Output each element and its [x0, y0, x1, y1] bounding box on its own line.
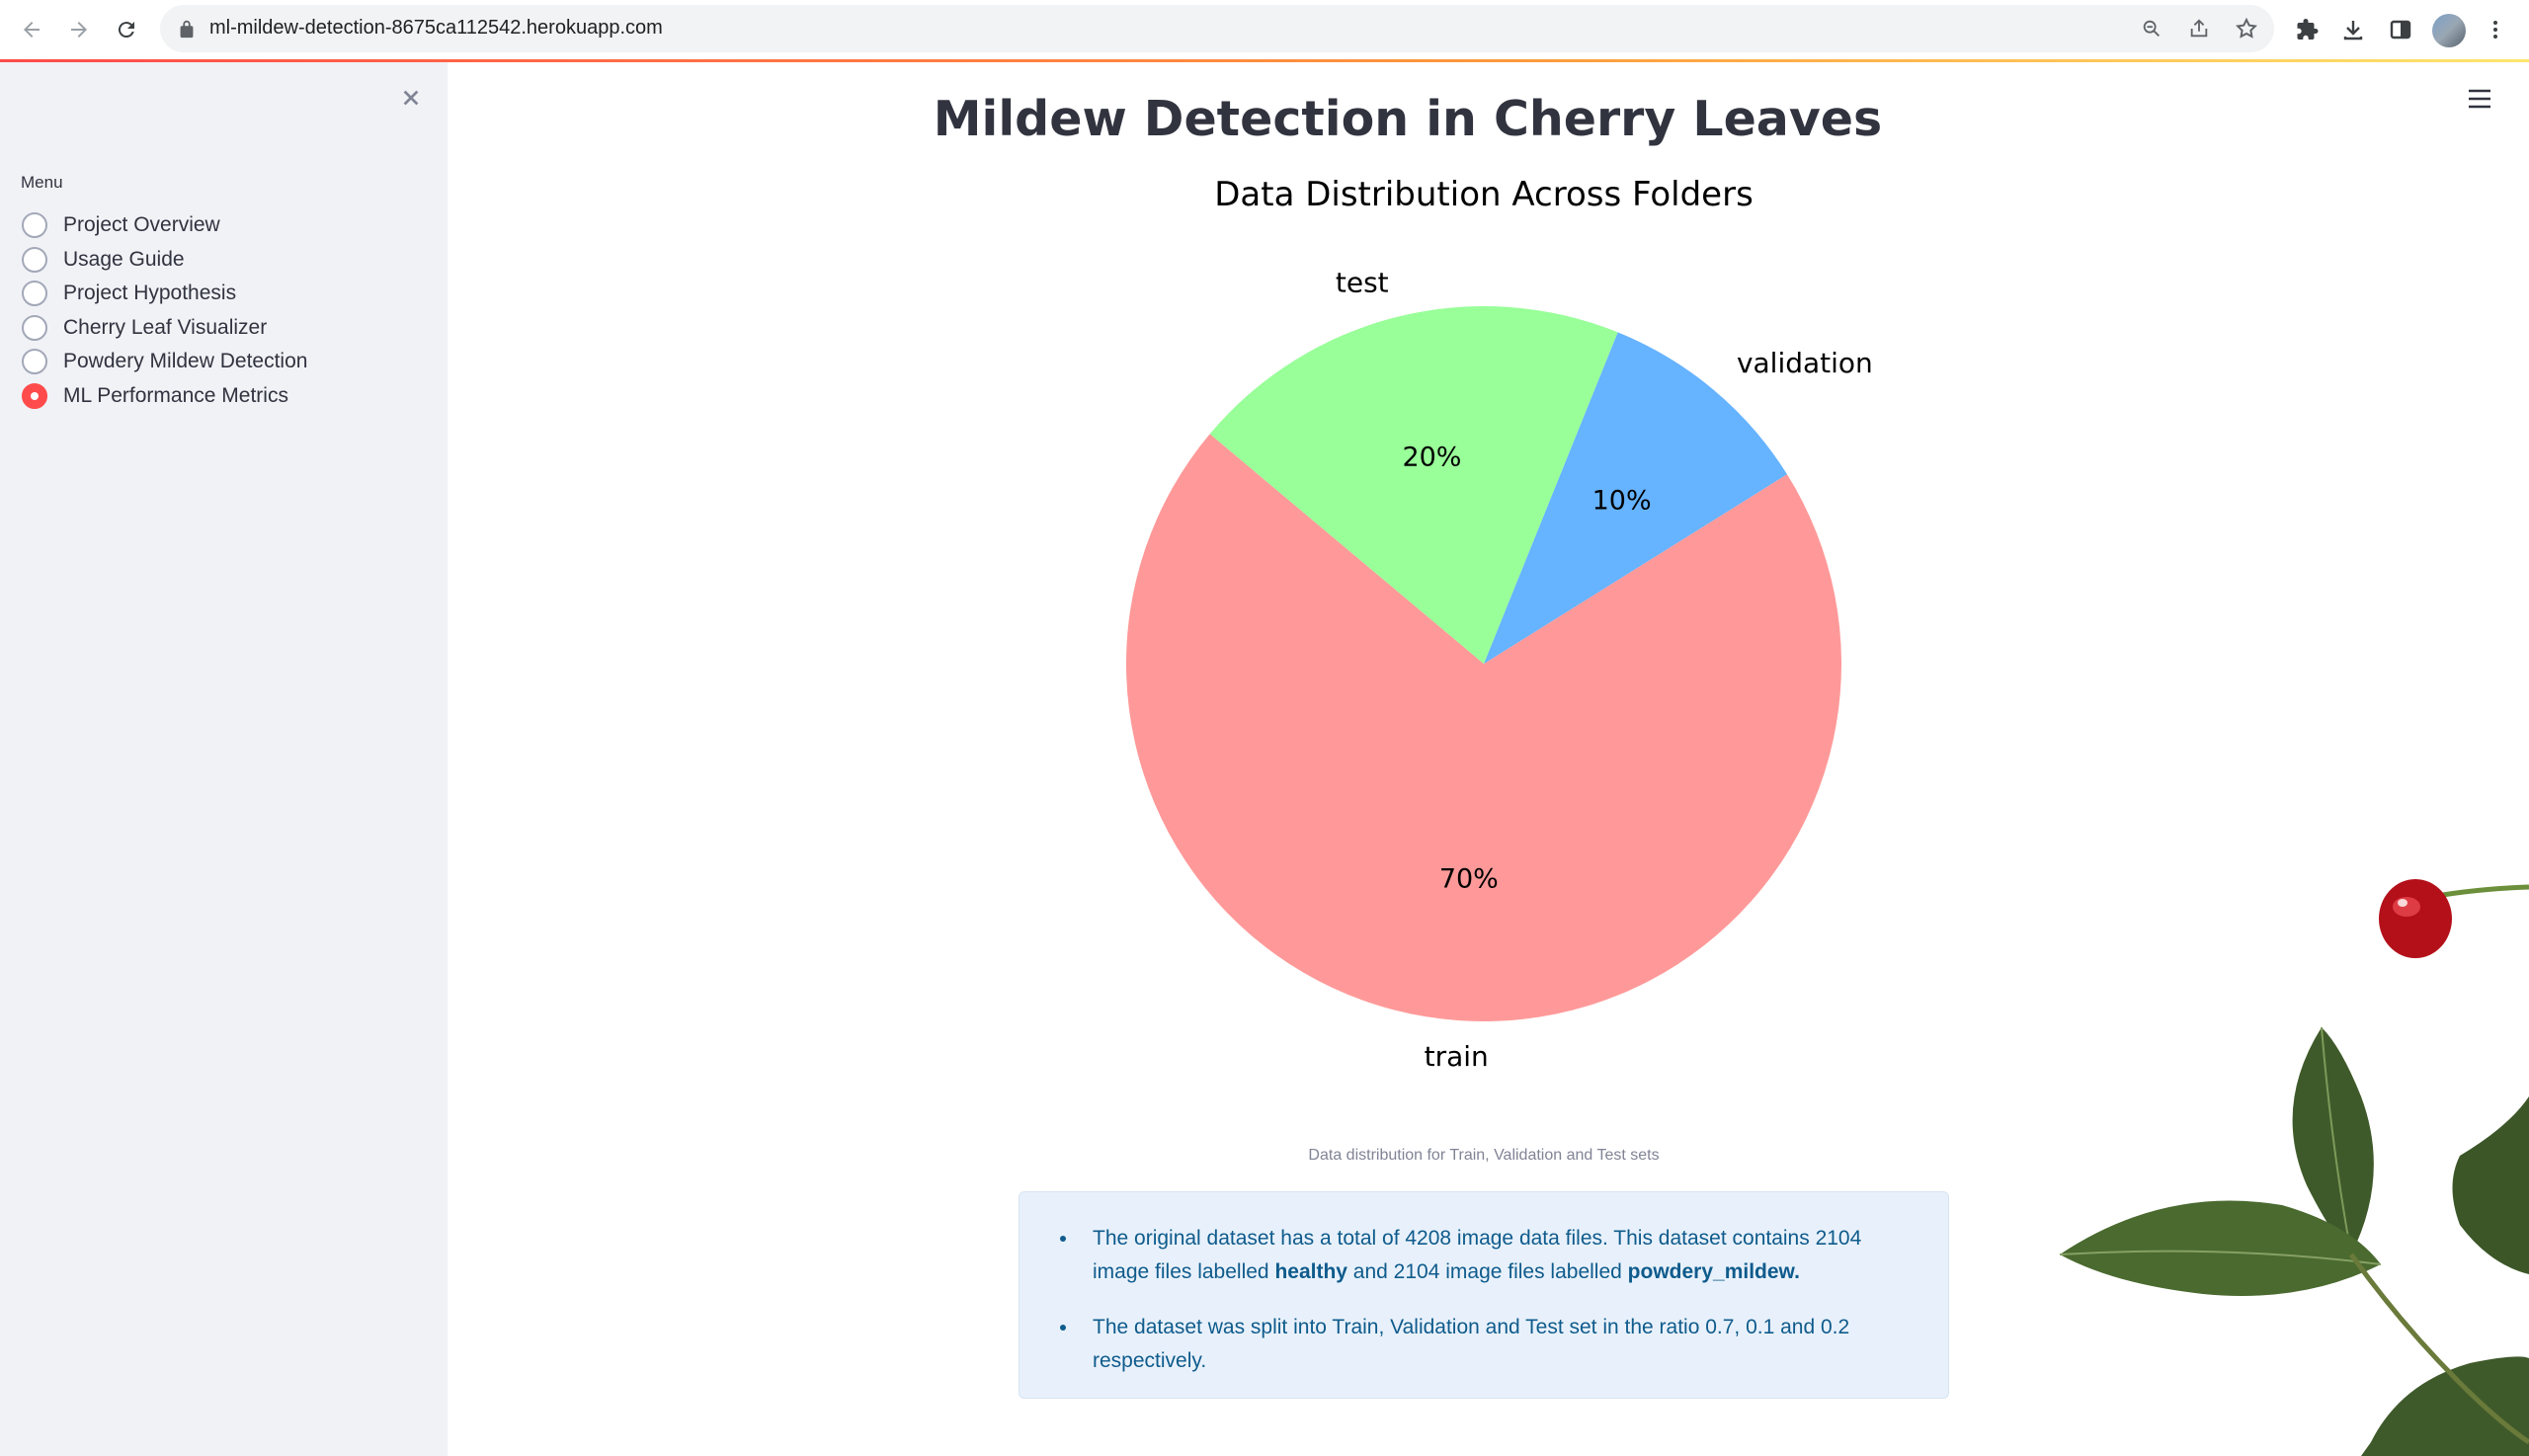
lock-icon: [176, 18, 198, 40]
info-bullet-split: The dataset was split into Train, Valida…: [1079, 1311, 1909, 1378]
pie-slice-train: [1126, 434, 1841, 1022]
kebab-menu-icon[interactable]: [2478, 12, 2513, 47]
reload-icon[interactable]: [109, 12, 144, 47]
radio-icon[interactable]: [22, 212, 47, 239]
powdery-mildew-label: powdery_mildew.: [1627, 1260, 1800, 1283]
pie-category-label-validation: validation: [1737, 347, 1873, 379]
menu-radio-group: Project Overview Usage Guide Project Hyp…: [22, 208, 307, 413]
info-box: The original dataset has a total of 4208…: [1019, 1191, 1949, 1399]
info-bullet-dataset: The original dataset has a total of 4208…: [1079, 1222, 1909, 1289]
url-text[interactable]: ml-mildew-detection-8675ca112542.herokua…: [209, 17, 663, 39]
menu-item-ml-performance-metrics[interactable]: ML Performance Metrics: [22, 379, 307, 414]
radio-icon[interactable]: [22, 349, 47, 375]
address-bar[interactable]: ml-mildew-detection-8675ca112542.herokua…: [160, 5, 2274, 52]
pie-slice-test: [1209, 305, 1618, 664]
radio-icon[interactable]: [22, 281, 47, 307]
pie-slice-validation: [1484, 332, 1787, 664]
profile-avatar[interactable]: [2432, 14, 2466, 47]
page-title: Mildew Detection in Cherry Leaves: [933, 91, 1883, 147]
menu-item-label: Powdery Mildew Detection: [63, 350, 308, 373]
chart-caption: Data distribution for Train, Validation …: [1308, 1147, 1660, 1164]
chart-title: Data Distribution Across Folders: [1214, 175, 1754, 214]
download-icon[interactable]: [2335, 12, 2371, 47]
menu-item-label: Cherry Leaf Visualizer: [63, 315, 268, 339]
share-icon[interactable]: [2185, 15, 2213, 42]
pie-pct-label-test: 20%: [1402, 442, 1461, 472]
sidebar: Menu Project Overview Usage Guide Projec…: [0, 62, 448, 1456]
radio-icon[interactable]: [22, 246, 47, 273]
menu-item-label: Usage Guide: [63, 247, 185, 271]
menu-item-powdery-mildew-detection[interactable]: Powdery Mildew Detection: [22, 345, 307, 379]
pie-pct-label-validation: 10%: [1592, 486, 1652, 517]
menu-item-cherry-leaf-visualizer[interactable]: Cherry Leaf Visualizer: [22, 311, 307, 346]
pie-category-label-train: train: [1425, 1040, 1489, 1073]
zoom-icon[interactable]: [2138, 15, 2165, 42]
menu-item-label: Project Hypothesis: [63, 282, 237, 305]
pie-chart: Data Distribution Across Folders 70% trai…: [988, 158, 1976, 1106]
pie-pct-label-train: 70%: [1439, 864, 1499, 895]
menu-item-usage-guide[interactable]: Usage Guide: [22, 243, 307, 278]
healthy-label: healthy: [1274, 1260, 1347, 1283]
browser-toolbar: ml-mildew-detection-8675ca112542.herokua…: [0, 0, 2529, 61]
radio-icon[interactable]: [22, 314, 47, 341]
menu-label: Menu: [21, 173, 63, 192]
header-decoration: [0, 59, 2529, 62]
menu-item-project-overview[interactable]: Project Overview: [22, 208, 307, 243]
pie-labels: 70% train 10% validation 20% test: [1336, 267, 1873, 1074]
close-sidebar-icon[interactable]: [395, 82, 427, 114]
pie-slices: [1126, 305, 1841, 1022]
extensions-puzzle-icon[interactable]: [2290, 12, 2325, 47]
hamburger-menu-icon[interactable]: [2466, 85, 2493, 113]
radio-selected-icon[interactable]: [22, 382, 47, 409]
side-panel-icon[interactable]: [2383, 12, 2418, 47]
leaf-icon: [2059, 1026, 2529, 1456]
bookmark-star-icon[interactable]: [2233, 15, 2260, 42]
back-arrow-icon[interactable]: [14, 12, 49, 47]
cherry-icon: [2379, 879, 2452, 958]
forward-arrow-icon[interactable]: [61, 12, 97, 47]
pie-category-label-test: test: [1336, 267, 1389, 299]
menu-item-label: ML Performance Metrics: [63, 383, 288, 407]
menu-item-label: Project Overview: [63, 213, 220, 237]
menu-item-project-hypothesis[interactable]: Project Hypothesis: [22, 277, 307, 311]
cherry-leaf-decoration: [2059, 879, 2529, 1456]
pie-chart-svg: Data Distribution Across Folders 70% trai…: [1126, 175, 1873, 1074]
